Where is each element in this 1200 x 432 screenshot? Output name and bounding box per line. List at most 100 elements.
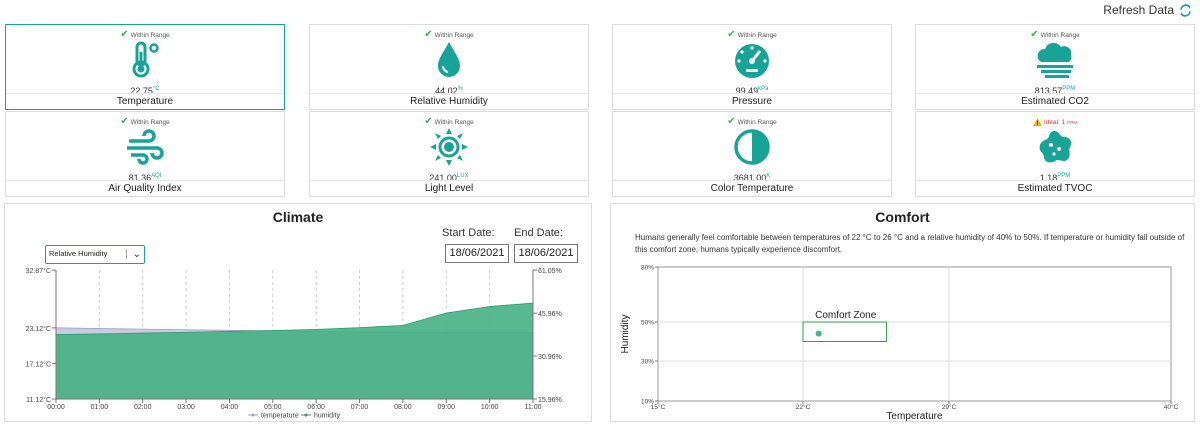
tile-temperature[interactable]: ✔ Within Range 22.75°C Temperature <box>5 24 285 110</box>
thermometer-icon <box>132 41 159 78</box>
x-tick-label: 08:00 <box>394 404 412 411</box>
cloud-icon <box>1037 42 1073 78</box>
tile-status: ✔ Within Range <box>6 29 284 40</box>
x-tick-label: 07:00 <box>351 404 369 411</box>
tile-status-text: Within Range <box>1040 31 1080 39</box>
tile-value: 99.49kPa <box>735 86 769 96</box>
tile-light-level[interactable]: ✔ Within Range 241.00LUX Light Level <box>309 111 589 197</box>
y-right-tick-label: 45.96% <box>538 311 562 318</box>
tile-status-text: Within Range <box>434 118 474 126</box>
tile-status: ✔ Within Range <box>310 116 588 127</box>
tile-status: ✔ Within Range <box>310 29 588 40</box>
x-tick-label: 01:00 <box>91 404 109 411</box>
start-date-input[interactable]: 18/06/2021 <box>445 244 509 263</box>
warning-icon <box>1033 118 1042 126</box>
legend-temperature-marker <box>251 413 255 417</box>
tile-air-quality-index[interactable]: ✔ Within Range 81.36AQI Air Quality Index <box>5 111 285 197</box>
comfort-chart: 15°C 22°C 29°C 40°C 80% 50% 30% 10% Comfort Zone… <box>620 265 1179 422</box>
tile-status: ✔ Within Range <box>613 29 891 40</box>
tile-value: 241.00LUX <box>429 173 469 183</box>
x-tick-label: 09:00 <box>438 404 456 411</box>
current-reading-point <box>815 330 822 337</box>
x-tick-label: 02:00 <box>134 404 152 411</box>
end-date-label: End Date: <box>514 227 563 239</box>
x-tick-label: 15°C <box>651 403 666 411</box>
tile-status: ✔ Within Range <box>916 29 1194 40</box>
humidity-area <box>55 302 534 400</box>
y-right-tick-label: 61.05% <box>538 268 562 275</box>
comfort-zone-box <box>802 321 887 342</box>
x-tick-label: 04:00 <box>221 404 239 411</box>
check-icon: ✔ <box>424 116 433 127</box>
check-icon: ✔ <box>1030 29 1039 40</box>
legend-temperature-label: temperature <box>261 413 299 420</box>
tile-color-temperature[interactable]: ✔ Within Range 3681.00K Color Temperature <box>612 111 892 197</box>
comfort-description: Humans generally feel comfortable betwee… <box>635 233 1185 254</box>
y-tick-label: 30% <box>641 359 654 366</box>
x-tick-label: 29°C <box>942 403 957 411</box>
tile-status-text: Within Range <box>130 118 170 126</box>
tile-status-text: Within Range <box>737 31 777 39</box>
x-axis-title: Temperature <box>886 411 943 421</box>
refresh-data-button[interactable]: Refresh Data <box>1103 3 1192 17</box>
tile-relative-humidity[interactable]: ✔ Within Range 44.02% Relative Humidity <box>309 24 589 110</box>
tile-label: Color Temperature <box>613 180 891 196</box>
tile-status-text: Within Range <box>737 118 777 126</box>
y-right-tick-label: 15.96% <box>538 397 562 404</box>
y-left-tick-label: 17.12°C <box>26 360 51 368</box>
check-icon: ✔ <box>727 29 736 40</box>
legend-humidity-label: humidity <box>314 413 341 420</box>
x-tick-label: 22°C <box>796 403 811 411</box>
legend-humidity-marker <box>304 413 308 417</box>
gauge-icon <box>735 44 769 78</box>
y-left-tick-label: 32.87°C <box>26 267 51 275</box>
climate-panel: Climate Start Date: 18/06/2021 End Date:… <box>4 203 592 422</box>
tile-estimated-co2[interactable]: ✔ Within Range 813.57PPM Estimated CO2 <box>915 24 1195 110</box>
comfort-plot-frame <box>657 266 1172 402</box>
tile-label: Air Quality Index <box>6 180 284 196</box>
y-tick-label: 50% <box>641 320 654 327</box>
comfort-title: Comfort <box>875 209 930 225</box>
metric-select[interactable]: Relative Humidity ⌄ <box>45 245 145 264</box>
tile-value: 22.75°C <box>130 86 160 96</box>
comfort-panel: Comfort Humans generally feel comfortabl… <box>610 203 1195 422</box>
tile-status: ✔ Within Range <box>6 117 284 127</box>
contrast-icon <box>734 129 770 165</box>
check-icon: ✔ <box>424 29 433 40</box>
end-date-input[interactable]: 18/06/2021 <box>514 244 578 263</box>
climate-title: Climate <box>272 209 324 225</box>
start-date-label: Start Date: <box>442 227 495 239</box>
tile-status-unit: PPM <box>1067 119 1078 125</box>
tile-status-text: Ideal: 1 <box>1043 118 1066 126</box>
sun-icon <box>430 128 468 166</box>
tile-label: Light Level <box>310 180 588 196</box>
climate-chart: 32.87°C 23.12°C 17.12°C 11.12°C 61.05% 45.96%… <box>26 267 562 420</box>
check-icon: ✔ <box>727 116 736 127</box>
wind-icon <box>127 129 164 165</box>
tile-value: 44.02% <box>435 86 463 96</box>
tile-value: 3681.00K <box>733 173 771 183</box>
tile-estimated-tvoc[interactable]: Ideal: 1 PPM 1.18PPM Estimated TVOC <box>915 111 1195 197</box>
y-left-tick-label: 11.12°C <box>26 396 51 404</box>
refresh-icon <box>1180 3 1191 17</box>
check-icon: ✔ <box>120 29 129 40</box>
y-axis-title: Humidity <box>620 315 631 354</box>
tile-pressure[interactable]: ✔ Within Range 99.49kPa Pressure <box>612 24 892 110</box>
tile-label: Estimated TVOC <box>916 180 1194 196</box>
x-tick-label: 05:00 <box>264 404 282 411</box>
x-tick-label: 00:00 <box>47 404 65 411</box>
y-right-tick-label: 30.96% <box>538 354 562 361</box>
x-tick-label: 10:00 <box>481 404 499 411</box>
tile-status: ✔ Within Range <box>613 116 891 127</box>
tile-status-text: Within Range <box>434 31 474 39</box>
metric-select-value: Relative Humidity <box>49 249 108 258</box>
x-tick-label: 40°C <box>1164 403 1179 411</box>
blob-icon <box>1039 131 1072 163</box>
tile-value: 813.57PPM <box>1034 86 1076 96</box>
x-tick-label: 11:00 <box>525 404 542 411</box>
refresh-label: Refresh Data <box>1103 3 1174 17</box>
tile-value: 1.18PPM <box>1039 173 1071 183</box>
tile-label: Pressure <box>613 93 891 109</box>
water-drop-icon <box>438 42 460 77</box>
y-left-tick-label: 23.12°C <box>26 325 51 333</box>
